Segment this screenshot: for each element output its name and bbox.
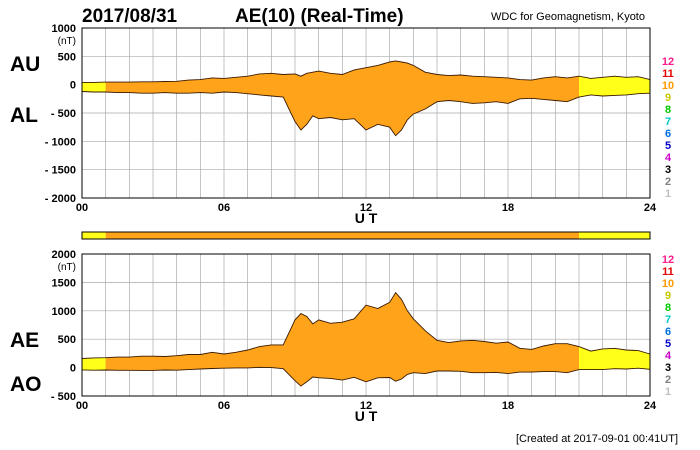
index-area-fill	[82, 82, 106, 92]
legend-station-count: 10	[662, 80, 674, 92]
legend-station-count: 10	[662, 278, 674, 290]
index-area-fill	[579, 76, 650, 98]
index-area-fill	[579, 346, 650, 370]
y-tick-label: 0	[70, 363, 76, 375]
legend-station-count: 7	[665, 116, 671, 128]
index-area-fill	[105, 292, 579, 387]
y-unit-label: (nT)	[58, 36, 76, 47]
y-tick-label: 1000	[52, 306, 76, 318]
x-tick-label: 00	[76, 202, 88, 214]
index-title: AE(10) (Real-Time)	[235, 6, 404, 27]
x-tick-label: 12	[360, 400, 372, 412]
y-tick-label: - 500	[51, 108, 76, 120]
legend-station-count: 11	[662, 68, 674, 80]
y-tick-label: 500	[58, 51, 76, 63]
legend-station-count: 1	[665, 386, 671, 398]
legend-station-count: 6	[665, 326, 671, 338]
legend-station-count: 7	[665, 314, 671, 326]
au-al-panel: 1000 500 0 - 500 - 1000 - 1500 - 2000 (nT) 00 06 1…	[10, 23, 657, 226]
legend-station-count: 5	[665, 338, 671, 350]
x-tick-label: 12	[360, 202, 372, 214]
legend-station-count: 3	[665, 362, 671, 374]
y-tick-label: 500	[58, 334, 76, 346]
lower-series-label: AO	[10, 373, 42, 396]
coverage-frame	[81, 231, 651, 240]
x-tick-label: 24	[644, 202, 657, 214]
x-tick-label: 00	[76, 400, 88, 412]
x-tick-label: 18	[502, 202, 514, 214]
plot-frame	[81, 27, 651, 199]
legend-station-count: 5	[665, 140, 671, 152]
legend-station-count: 4	[665, 152, 672, 164]
y-unit-label: (nT)	[58, 262, 76, 273]
x-axis-label: U T	[355, 408, 378, 424]
upper-series-label: AE	[10, 329, 39, 352]
legend-station-count: 8	[665, 302, 671, 314]
legend-station-count: 12	[662, 254, 674, 266]
legend-station-count: 4	[665, 350, 672, 362]
lower-index-line	[81, 91, 651, 137]
x-tick-label: 24	[644, 400, 657, 412]
y-tick-label: 1500	[52, 277, 76, 289]
coverage-segment	[105, 232, 580, 239]
y-tick-label: - 500	[51, 391, 76, 403]
created-timestamp: [Created at 2017-09-01 00:41UT]	[516, 433, 678, 445]
y-tick-label: - 1500	[45, 165, 76, 177]
source-label: WDC for Geomagnetism, Kyoto	[491, 11, 645, 23]
legend-station-count: 1	[665, 188, 671, 200]
x-tick-label: 06	[218, 202, 230, 214]
plot-frame	[81, 253, 651, 397]
y-tick-label: 2000	[52, 249, 76, 261]
legend-station-count: 9	[665, 92, 671, 104]
legend-station-count: 12	[662, 56, 674, 68]
upper-index-line	[81, 291, 651, 359]
coverage-segment	[579, 232, 650, 239]
y-tick-label: 0	[70, 80, 76, 92]
legend-station-count: 9	[665, 290, 671, 302]
index-area-fill	[105, 60, 579, 136]
coverage-segment	[82, 232, 106, 239]
lower-index-line	[81, 366, 651, 387]
y-tick-label: - 2000	[45, 193, 76, 205]
legend-station-count: 3	[665, 164, 671, 176]
x-tick-label: 18	[502, 400, 514, 412]
upper-series-label: AU	[10, 53, 40, 76]
index-area-fill	[82, 357, 106, 371]
legend-station-count: 2	[665, 176, 671, 188]
y-tick-label: 1000	[52, 23, 76, 35]
legend-station-count: 8	[665, 104, 671, 116]
date-title: 2017/08/31	[82, 6, 178, 27]
legend-station-count: 11	[662, 266, 674, 278]
lower-series-label: AL	[10, 104, 38, 127]
x-tick-label: 06	[218, 400, 230, 412]
legend-station-count: 2	[665, 374, 671, 386]
legend-station-count: 6	[665, 128, 671, 140]
y-tick-label: - 1000	[45, 136, 76, 148]
station-coverage-bar	[81, 231, 651, 240]
ae-ao-panel: 2000 1500 1000 500 0 - 500 (nT) 00 06 12 18 24 U T AE…	[10, 249, 657, 424]
x-axis-label: U T	[355, 210, 378, 226]
upper-index-line	[82, 60, 651, 83]
